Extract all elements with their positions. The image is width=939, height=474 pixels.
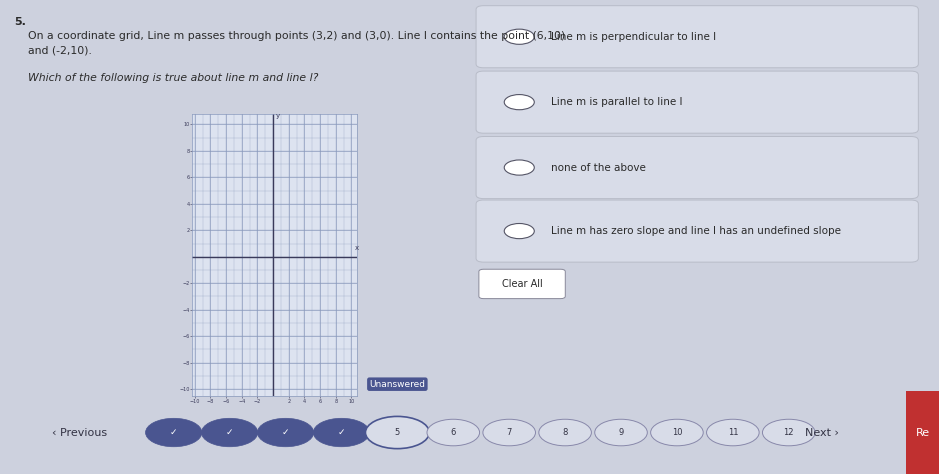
Text: y: y: [275, 113, 280, 119]
Text: Unanswered: Unanswered: [369, 380, 425, 389]
Text: 5: 5: [394, 428, 400, 437]
Text: 10: 10: [671, 428, 683, 437]
Text: ✓: ✓: [170, 428, 177, 437]
Text: On a coordinate grid, Line m passes through points (3,2) and (3,0). Line l conta: On a coordinate grid, Line m passes thro…: [28, 31, 565, 41]
Text: Which of the following is true about line m and line l?: Which of the following is true about lin…: [28, 73, 318, 83]
Text: 5.: 5.: [14, 17, 26, 27]
Text: Re: Re: [916, 428, 930, 438]
Text: 6: 6: [451, 428, 456, 437]
Text: Clear All: Clear All: [501, 279, 543, 289]
Text: 11: 11: [728, 428, 738, 437]
Text: Line m is perpendicular to line l: Line m is perpendicular to line l: [551, 32, 716, 42]
Text: 8: 8: [562, 428, 568, 437]
Text: and (-2,10).: and (-2,10).: [28, 45, 92, 55]
Text: ✓: ✓: [226, 428, 234, 437]
Text: none of the above: none of the above: [551, 163, 646, 173]
Text: ‹ Previous: ‹ Previous: [53, 428, 107, 438]
Text: Line m is parallel to line l: Line m is parallel to line l: [551, 97, 683, 107]
Text: ✓: ✓: [282, 428, 289, 437]
Text: ✓: ✓: [338, 428, 346, 437]
Text: x: x: [355, 246, 360, 252]
Text: Next ›: Next ›: [805, 428, 839, 438]
Text: 12: 12: [783, 428, 794, 437]
Text: Line m has zero slope and line l has an undefined slope: Line m has zero slope and line l has an …: [551, 226, 841, 236]
Text: 7: 7: [506, 428, 512, 437]
Text: 9: 9: [619, 428, 623, 437]
